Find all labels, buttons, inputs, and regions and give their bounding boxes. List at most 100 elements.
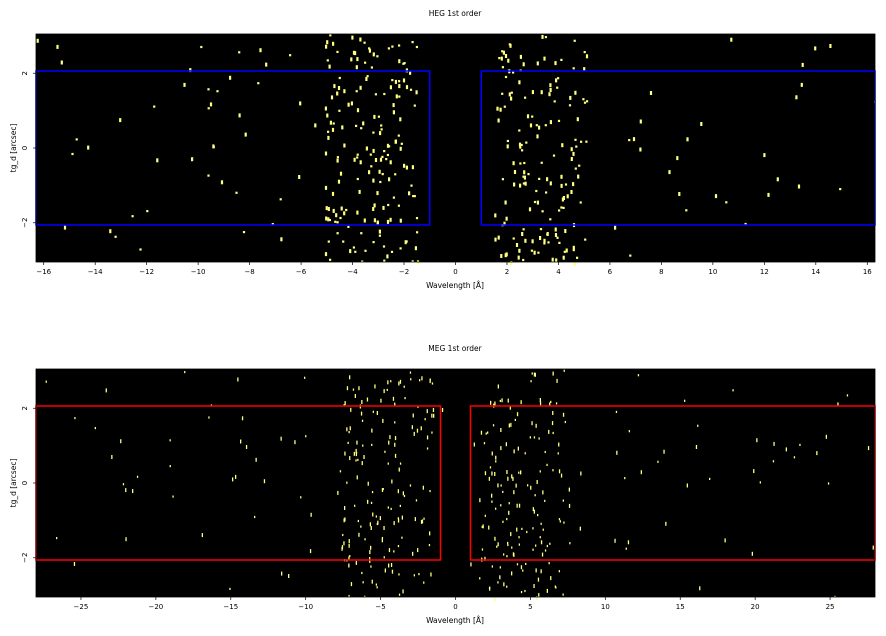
meg-event <box>355 452 357 457</box>
heg-event <box>332 41 335 46</box>
heg-event <box>336 50 339 53</box>
meg-event <box>536 596 538 601</box>
meg-event <box>361 571 363 575</box>
meg-event <box>525 562 527 565</box>
heg-event <box>518 248 521 253</box>
meg-event <box>507 541 509 545</box>
heg-event <box>386 219 390 224</box>
meg-event <box>361 400 363 404</box>
heg-event <box>365 77 368 81</box>
heg-event <box>385 158 388 161</box>
meg-event <box>309 549 312 554</box>
meg-event <box>399 462 402 465</box>
heg-event <box>337 86 341 90</box>
meg-event <box>562 499 564 502</box>
heg-event <box>522 228 525 231</box>
meg-event <box>358 532 360 537</box>
meg-event <box>344 401 346 406</box>
meg-event <box>433 413 435 418</box>
meg-event <box>663 449 665 454</box>
heg-event <box>414 246 417 251</box>
heg-event <box>372 178 375 183</box>
meg-event <box>410 378 412 381</box>
heg-event <box>109 229 112 234</box>
meg-event <box>510 422 512 427</box>
heg-event <box>538 177 541 180</box>
heg-event <box>497 235 500 240</box>
heg-event <box>554 233 558 237</box>
meg-event <box>615 410 618 413</box>
heg-event <box>574 167 577 170</box>
heg-event <box>355 124 358 127</box>
meg-event <box>492 424 495 427</box>
heg-x-axis-label: Wavelength [Å] <box>426 281 484 290</box>
heg-event <box>356 153 359 156</box>
heg-event <box>518 129 521 132</box>
heg-event <box>394 173 397 176</box>
heg-event <box>336 221 339 224</box>
meg-event <box>699 586 701 591</box>
heg-event <box>355 90 358 93</box>
meg-event <box>423 517 425 520</box>
meg-event <box>169 465 171 468</box>
heg-event <box>368 48 371 53</box>
meg-event <box>387 506 389 509</box>
heg-event <box>614 225 617 230</box>
meg-event <box>415 499 418 502</box>
heg-event <box>545 191 548 194</box>
meg-event <box>657 460 659 463</box>
meg-event <box>388 440 390 445</box>
meg-event <box>426 447 429 450</box>
heg-event <box>797 184 801 189</box>
meg-event <box>367 499 369 504</box>
meg-event <box>346 386 349 391</box>
meg-x-tick-label: −15 <box>223 603 238 611</box>
heg-event <box>368 170 371 175</box>
heg-event <box>494 213 497 218</box>
heg-event <box>380 124 383 127</box>
heg-event <box>391 45 394 48</box>
heg-event <box>575 145 578 148</box>
heg-event <box>577 174 580 179</box>
heg-event <box>561 197 564 202</box>
meg-event <box>505 442 507 447</box>
heg-event <box>521 232 524 236</box>
meg-event <box>500 484 502 487</box>
heg-event <box>579 201 582 204</box>
heg-event <box>238 113 241 118</box>
meg-event <box>397 489 399 494</box>
heg-event <box>504 75 508 79</box>
meg-event <box>484 514 486 517</box>
meg-event <box>625 547 627 550</box>
meg-x-axis-label: Wavelength [Å] <box>426 616 484 625</box>
meg-event <box>45 380 47 383</box>
meg-event <box>518 471 520 474</box>
meg-event <box>732 389 734 392</box>
meg-event <box>429 378 431 381</box>
heg-event <box>557 119 561 122</box>
heg-x-tick-label: −8 <box>244 268 254 276</box>
heg-event <box>364 61 367 64</box>
heg-event <box>512 237 515 240</box>
heg-event <box>392 196 395 199</box>
meg-event <box>520 591 523 594</box>
meg-event <box>377 520 379 525</box>
meg-event <box>559 520 561 523</box>
meg-event <box>376 586 378 589</box>
meg-event <box>799 443 801 446</box>
heg-event <box>533 200 537 204</box>
heg-event <box>524 181 527 186</box>
meg-event <box>491 500 493 503</box>
heg-event <box>259 48 262 53</box>
meg-event <box>371 579 373 584</box>
heg-event <box>374 158 378 162</box>
meg-event <box>394 402 396 407</box>
heg-event <box>402 78 406 83</box>
meg-event <box>506 555 508 558</box>
heg-event <box>397 134 400 137</box>
meg-event <box>348 539 350 544</box>
meg-event <box>482 524 484 529</box>
meg-event <box>502 490 504 493</box>
heg-event <box>405 165 408 170</box>
heg-event <box>331 127 335 132</box>
